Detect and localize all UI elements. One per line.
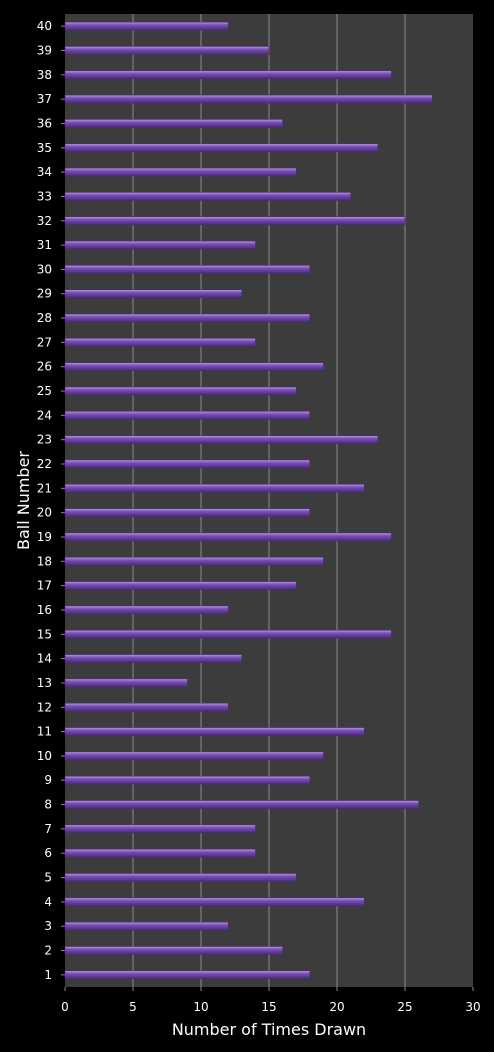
y-tick-label: 4 [44,895,52,909]
y-tick-label: 34 [37,165,52,179]
bar-ball-31 [64,240,256,250]
y-tick-label: 37 [37,92,52,106]
bars [64,21,433,980]
y-tick-label: 19 [37,530,52,544]
bar-ball-15 [64,630,392,639]
bar-ball-10 [64,751,324,761]
bar-ball-23 [64,435,379,444]
bar-ball-13 [64,678,188,688]
y-tick-label: 14 [37,652,52,666]
x-axis-title: Number of Times Drawn [172,1020,366,1039]
x-tick-label: 30 [465,1000,480,1014]
y-tick-label: 35 [37,141,52,155]
bar-ball-21 [64,484,365,493]
bar-ball-1 [64,970,311,980]
bar-ball-22 [64,459,311,469]
bar-ball-25 [64,386,297,396]
bar-ball-33 [64,192,351,201]
bar-ball-39 [64,46,270,55]
bar-ball-6 [64,848,256,858]
bar-ball-19 [64,532,392,542]
y-tick-label: 21 [37,481,52,495]
y-tick-label: 29 [37,287,52,301]
bar-ball-28 [64,313,311,323]
y-tick-label: 38 [37,68,52,82]
bar-ball-27 [64,338,256,347]
bar-ball-34 [64,167,297,177]
bar-ball-40 [64,21,229,31]
y-tick-label: 6 [44,846,52,860]
bar-ball-3 [64,921,229,931]
x-tick-label: 20 [329,1000,344,1014]
bar-ball-5 [64,873,297,882]
y-tick-label: 20 [37,506,52,520]
y-tick-label: 9 [44,773,52,787]
bar-ball-14 [64,654,243,663]
y-tick-label: 23 [37,433,52,447]
x-tick-label: 5 [129,1000,137,1014]
y-tick-label: 8 [44,798,52,812]
bar-ball-20 [64,508,311,517]
y-tick-label: 12 [37,700,52,714]
bar-ball-26 [64,362,324,371]
bar-ball-12 [64,703,229,712]
y-tick-label: 32 [37,214,52,228]
y-tick-label: 5 [44,871,52,885]
y-tick-label: 25 [37,384,52,398]
bar-ball-38 [64,70,392,80]
bar-ball-18 [64,557,324,566]
y-axis-title: Ball Number [14,451,33,550]
y-tick-label: 11 [37,725,52,739]
bar-ball-32 [64,216,406,226]
x-tick-labels: 0 5 10 15 20 25 30 [61,1000,480,1014]
y-tick-label: 18 [37,554,52,568]
bar-ball-4 [64,897,365,907]
y-tick-label: 28 [37,311,52,325]
y-tick-label: 40 [37,19,52,33]
y-tick-label: 27 [37,335,52,349]
y-tick-label: 10 [37,749,52,763]
bar-ball-37 [64,94,433,104]
bar-ball-2 [64,946,283,955]
y-tick-label: 16 [37,603,52,617]
y-tick-label: 26 [37,360,52,374]
y-tick-label: 39 [37,43,52,57]
y-tick-label: 1 [44,968,52,982]
bar-ball-30 [64,265,311,274]
bar-ball-11 [64,727,365,736]
y-tick-label: 36 [37,116,52,130]
bar-ball-24 [64,411,311,420]
bar-ball-36 [64,119,283,128]
bar-ball-9 [64,775,311,785]
y-tick-label: 31 [37,238,52,252]
x-tick-label: 0 [61,1000,69,1014]
y-tick-label: 3 [44,919,52,933]
y-tick-label: 2 [44,944,52,958]
bar-ball-7 [64,824,256,834]
y-tick-label: 13 [37,676,52,690]
x-tick-label: 10 [193,1000,208,1014]
bar-ball-35 [64,143,379,153]
x-tick-label: 25 [397,1000,412,1014]
y-tick-label: 33 [37,189,52,203]
bar-ball-29 [64,289,243,298]
x-tick-label: 15 [261,1000,276,1014]
y-tick-label: 30 [37,262,52,276]
y-tick-label: 22 [37,457,52,471]
bar-ball-16 [64,605,229,615]
y-tick-label: 24 [37,408,52,422]
y-tick-label: 7 [44,822,52,836]
y-tick-label: 15 [37,627,52,641]
bar-ball-17 [64,581,297,590]
y-tick-label: 17 [37,579,52,593]
y-tick-labels: 1234567891011121314151617181920212223242… [37,19,52,982]
bar-ball-8 [64,800,419,809]
